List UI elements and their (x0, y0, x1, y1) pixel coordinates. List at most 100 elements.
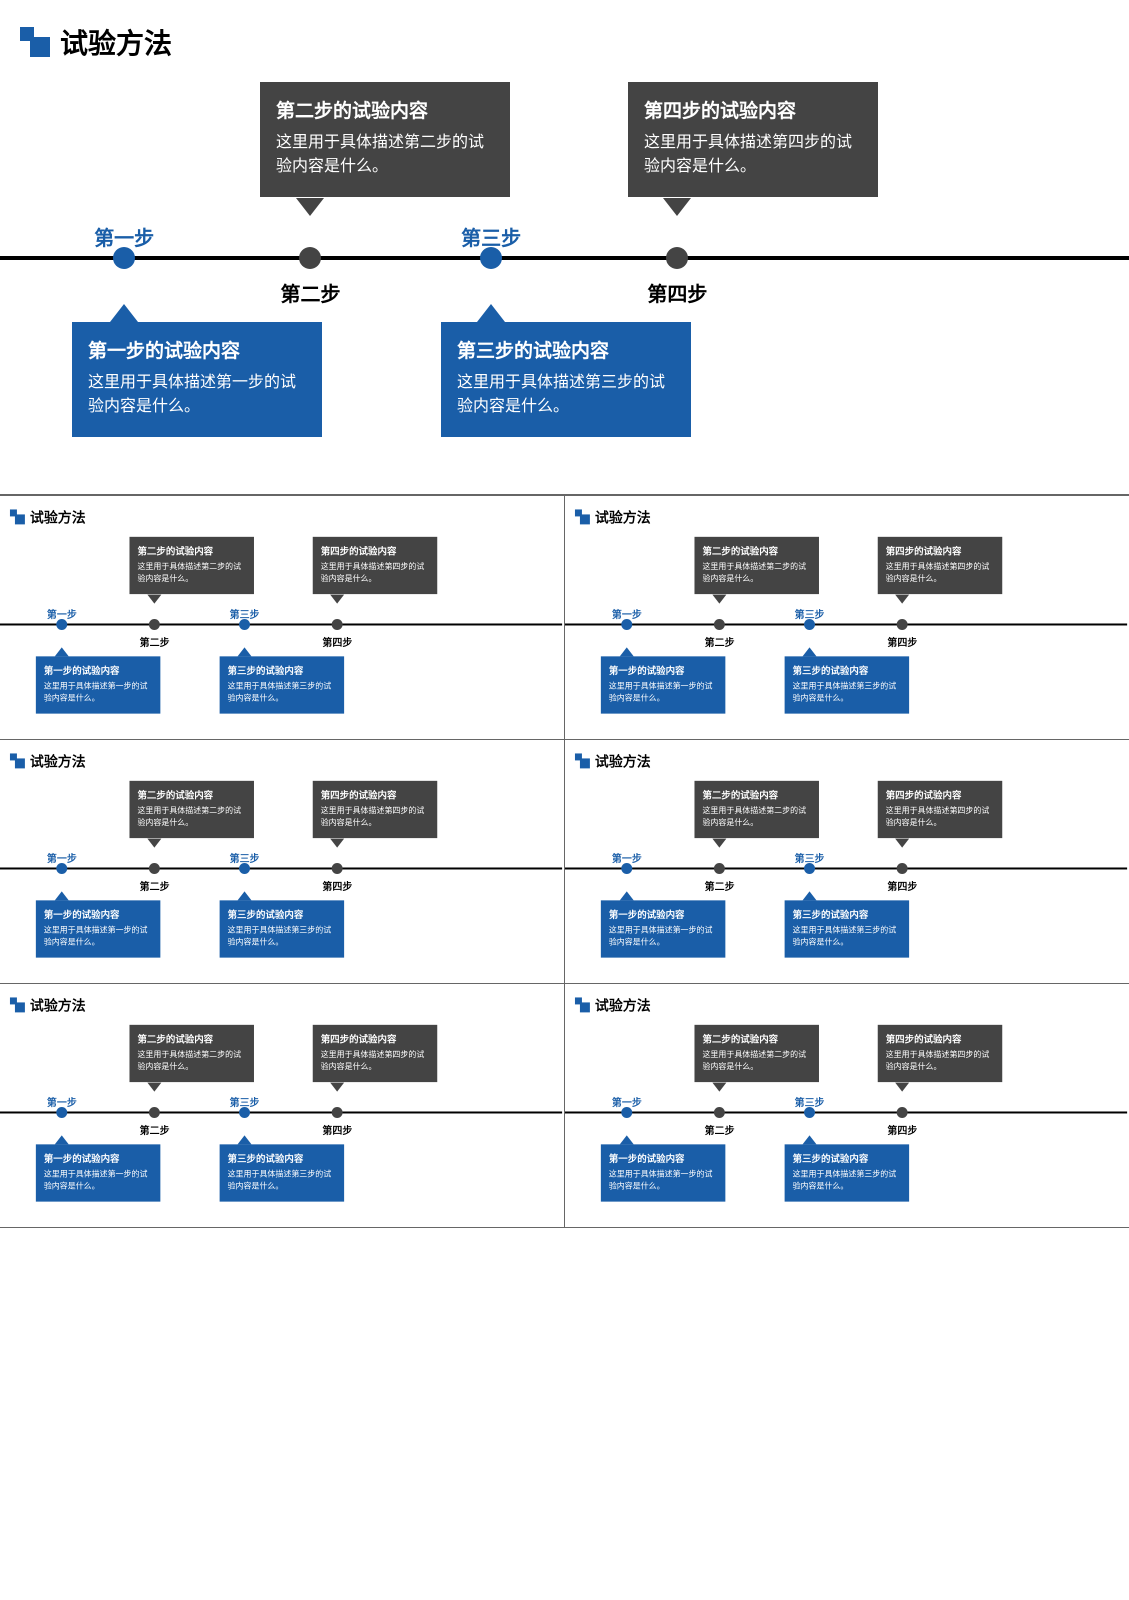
box-desc: 这里用于具体描述第二步的试验内容是什么。 (276, 131, 494, 179)
arrow-down-icon (712, 839, 726, 848)
timeline-node-2 (149, 1107, 160, 1118)
timeline-box-1: 第一步的试验内容 这里用于具体描述第一步的试验内容是什么。 (600, 656, 725, 713)
timeline-box-3: 第三步的试验内容 这里用于具体描述第三步的试验内容是什么。 (220, 1144, 345, 1201)
timeline-label-4: 第四步 (647, 278, 707, 307)
arrow-down-icon (148, 839, 162, 848)
arrow-down-icon (330, 1083, 344, 1092)
box-title: 第二步的试验内容 (702, 1032, 811, 1045)
box-title: 第二步的试验内容 (137, 544, 246, 557)
slide-title-row: 试验方法 (0, 995, 562, 1015)
timeline-label-1: 第一步 (611, 1095, 641, 1109)
arrow-down-icon (712, 1083, 726, 1092)
box-title: 第一步的试验内容 (608, 1151, 717, 1164)
arrow-up-icon (238, 647, 252, 656)
timeline-box-1: 第一步的试验内容 这里用于具体描述第一步的试验内容是什么。 (36, 656, 161, 713)
thumbnail-4[interactable]: 试验方法 第一步 第一步的试验内容 这里用于具体描述第一步的试验内容是什么。 第… (565, 740, 1129, 984)
title-icon (574, 997, 589, 1012)
thumbnail-6[interactable]: 试验方法 第一步 第一步的试验内容 这里用于具体描述第一步的试验内容是什么。 第… (565, 984, 1129, 1228)
box-title: 第三步的试验内容 (228, 1151, 337, 1164)
slide-title-row: 试验方法 (565, 507, 1127, 527)
timeline: 第一步 第一步的试验内容 这里用于具体描述第一步的试验内容是什么。 第二步 第二… (0, 82, 1129, 452)
thumbnail-3[interactable]: 试验方法 第一步 第一步的试验内容 这里用于具体描述第一步的试验内容是什么。 第… (0, 740, 565, 984)
timeline-label-3: 第三步 (230, 607, 260, 621)
timeline-label-3: 第三步 (794, 607, 824, 621)
slide-title: 试验方法 (30, 751, 86, 771)
timeline-node-4 (332, 863, 343, 874)
arrow-down-icon (895, 839, 909, 848)
thumbnail-5[interactable]: 试验方法 第一步 第一步的试验内容 这里用于具体描述第一步的试验内容是什么。 第… (0, 984, 565, 1228)
arrow-up-icon (55, 891, 69, 900)
box-title: 第三步的试验内容 (228, 663, 337, 676)
box-title: 第一步的试验内容 (608, 663, 717, 676)
slide: 试验方法 第一步 第一步的试验内容 这里用于具体描述第一步的试验内容是什么。 第… (565, 496, 1127, 740)
timeline-box-1: 第一步的试验内容 这里用于具体描述第一步的试验内容是什么。 (600, 900, 725, 957)
timeline-label-4: 第四步 (322, 878, 352, 892)
timeline-node-2 (714, 863, 725, 874)
box-desc: 这里用于具体描述第一步的试验内容是什么。 (608, 925, 717, 949)
box-desc: 这里用于具体描述第一步的试验内容是什么。 (44, 925, 153, 949)
timeline-box-4: 第四步的试验内容 这里用于具体描述第四步的试验内容是什么。 (628, 82, 878, 197)
timeline-box-3: 第三步的试验内容 这里用于具体描述第三步的试验内容是什么。 (784, 900, 909, 957)
timeline-label-4: 第四步 (887, 1122, 917, 1136)
slide-title: 试验方法 (594, 995, 650, 1015)
timeline-node-4 (332, 619, 343, 630)
box-desc: 这里用于具体描述第三步的试验内容是什么。 (792, 925, 901, 949)
slide-title-row: 试验方法 (565, 751, 1127, 771)
thumbnail-2[interactable]: 试验方法 第一步 第一步的试验内容 这里用于具体描述第一步的试验内容是什么。 第… (565, 496, 1129, 740)
timeline-label-1: 第一步 (47, 607, 77, 621)
timeline-box-2: 第二步的试验内容 这里用于具体描述第二步的试验内容是什么。 (694, 781, 819, 838)
timeline-box-2: 第二步的试验内容 这里用于具体描述第二步的试验内容是什么。 (260, 82, 510, 197)
timeline-label-2: 第二步 (140, 634, 170, 648)
box-desc: 这里用于具体描述第四步的试验内容是什么。 (321, 805, 430, 829)
slide-title: 试验方法 (60, 22, 172, 62)
timeline-label-1: 第一步 (94, 222, 154, 251)
box-desc: 这里用于具体描述第一步的试验内容是什么。 (608, 1169, 717, 1193)
arrow-up-icon (477, 304, 505, 322)
timeline-node-2 (714, 619, 725, 630)
box-desc: 这里用于具体描述第四步的试验内容是什么。 (885, 805, 994, 829)
timeline-box-2: 第二步的试验内容 这里用于具体描述第二步的试验内容是什么。 (129, 781, 254, 838)
timeline-box-1: 第一步的试验内容 这里用于具体描述第一步的试验内容是什么。 (72, 322, 322, 437)
timeline-box-2: 第二步的试验内容 这里用于具体描述第二步的试验内容是什么。 (694, 1025, 819, 1082)
box-desc: 这里用于具体描述第四步的试验内容是什么。 (644, 131, 862, 179)
timeline-label-2: 第二步 (704, 1122, 734, 1136)
slide-title-row: 试验方法 (0, 22, 1129, 62)
timeline-label-4: 第四步 (887, 634, 917, 648)
title-icon (574, 509, 589, 524)
arrow-up-icon (238, 891, 252, 900)
arrow-down-icon (330, 839, 344, 848)
box-desc: 这里用于具体描述第二步的试验内容是什么。 (702, 1049, 811, 1073)
timeline-box-2: 第二步的试验内容 这里用于具体描述第二步的试验内容是什么。 (129, 537, 254, 594)
thumbnail-1[interactable]: 试验方法 第一步 第一步的试验内容 这里用于具体描述第一步的试验内容是什么。 第… (0, 496, 565, 740)
timeline-label-1: 第一步 (611, 607, 641, 621)
box-desc: 这里用于具体描述第三步的试验内容是什么。 (457, 371, 675, 419)
timeline-box-4: 第四步的试验内容 这里用于具体描述第四步的试验内容是什么。 (313, 781, 438, 838)
arrow-up-icon (619, 1135, 633, 1144)
timeline-node-4 (896, 863, 907, 874)
box-title: 第四步的试验内容 (321, 788, 430, 801)
box-desc: 这里用于具体描述第三步的试验内容是什么。 (228, 925, 337, 949)
box-desc: 这里用于具体描述第三步的试验内容是什么。 (228, 1169, 337, 1193)
timeline-box-2: 第二步的试验内容 这里用于具体描述第二步的试验内容是什么。 (129, 1025, 254, 1082)
arrow-down-icon (712, 595, 726, 604)
timeline-label-1: 第一步 (611, 851, 641, 865)
timeline-axis (565, 623, 1127, 625)
timeline-axis (0, 1111, 562, 1113)
timeline: 第一步 第一步的试验内容 这里用于具体描述第一步的试验内容是什么。 第二步 第二… (565, 1025, 1127, 1209)
title-icon (574, 753, 589, 768)
box-desc: 这里用于具体描述第四步的试验内容是什么。 (885, 1049, 994, 1073)
slide-title: 试验方法 (30, 507, 86, 527)
timeline: 第一步 第一步的试验内容 这里用于具体描述第一步的试验内容是什么。 第二步 第二… (565, 781, 1127, 965)
box-title: 第一步的试验内容 (44, 1151, 153, 1164)
slide-title-row: 试验方法 (0, 751, 562, 771)
timeline-box-1: 第一步的试验内容 这里用于具体描述第一步的试验内容是什么。 (600, 1144, 725, 1201)
arrow-down-icon (330, 595, 344, 604)
timeline: 第一步 第一步的试验内容 这里用于具体描述第一步的试验内容是什么。 第二步 第二… (0, 537, 562, 721)
title-icon (20, 27, 50, 57)
timeline-label-2: 第二步 (140, 878, 170, 892)
box-title: 第二步的试验内容 (702, 788, 811, 801)
slide-title: 试验方法 (30, 995, 86, 1015)
timeline-label-4: 第四步 (887, 878, 917, 892)
arrow-up-icon (55, 647, 69, 656)
timeline-node-2 (149, 619, 160, 630)
